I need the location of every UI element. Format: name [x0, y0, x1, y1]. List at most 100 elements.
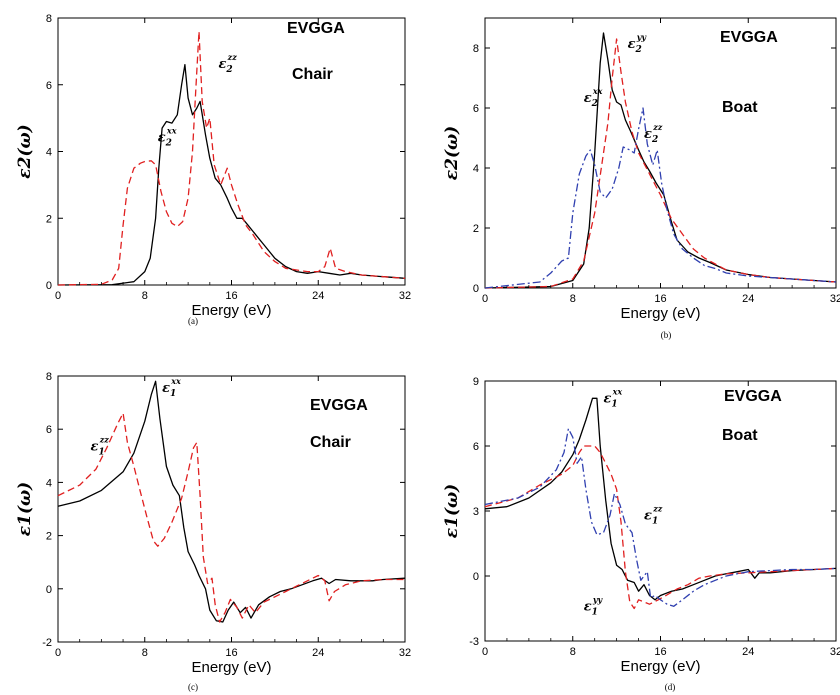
x-tick-label: 32: [830, 293, 840, 305]
x-tick-label: 16: [654, 646, 666, 658]
annotation-subscript: 2: [591, 99, 598, 109]
y-tick-label: 4: [46, 147, 52, 159]
x-axis-label: Energy (eV): [191, 302, 271, 319]
annotation-subscript: 1: [98, 447, 104, 457]
y-tick-label: -3: [469, 636, 479, 648]
annotation-superscript: zz: [652, 504, 663, 514]
annotation-subscript: 2: [651, 135, 658, 145]
annotation-superscript: xx: [170, 376, 181, 386]
x-tick-label: 0: [55, 290, 61, 302]
annotation-superscript: zz: [227, 52, 238, 62]
annotation-symbol: ε: [584, 91, 592, 106]
x-axis-label: Energy (eV): [620, 305, 700, 322]
y-tick-label: 0: [473, 283, 479, 295]
x-tick-label: 16: [225, 290, 237, 302]
component-annotation: ε1 yy: [584, 595, 604, 618]
annotation-symbol: ε: [91, 439, 99, 454]
x-axis-label: Energy (eV): [620, 658, 700, 675]
method-label: EVGGA: [310, 397, 368, 414]
series-line-zz: [484, 107, 837, 289]
component-annotation: ε2 yy: [628, 32, 648, 55]
series-line-xx: [57, 64, 406, 286]
y-tick-label: 2: [46, 213, 52, 225]
structure-label: Chair: [292, 66, 333, 83]
annotation-superscript: xx: [166, 125, 177, 135]
y-tick-label: 8: [46, 371, 52, 383]
x-tick-label: 24: [742, 646, 754, 658]
annotation-symbol: ε: [644, 127, 652, 142]
annotation-subscript: 2: [635, 45, 642, 55]
x-tick-label: 0: [55, 647, 61, 659]
series-line-xx: [484, 32, 837, 289]
annotation-superscript: xx: [612, 387, 623, 397]
annotation-superscript: yy: [592, 595, 604, 605]
plot-frame: [57, 375, 406, 643]
annotation-symbol: ε: [162, 381, 170, 396]
method-label: EVGGA: [287, 20, 345, 37]
annotation-subscript: 2: [225, 65, 232, 75]
x-tick-label: 32: [399, 290, 411, 302]
x-tick-label: 16: [654, 293, 666, 305]
annotation-symbol: ε: [644, 509, 652, 524]
x-tick-label: 8: [570, 293, 576, 305]
x-tick-label: 8: [142, 290, 148, 302]
annotation-superscript: xx: [592, 86, 603, 96]
y-tick-label: 3: [473, 506, 479, 518]
panel-caption: (d): [665, 682, 676, 692]
y-tick-label: 8: [46, 13, 52, 25]
annotation-subscript: 1: [592, 608, 598, 618]
x-tick-label: 0: [482, 646, 488, 658]
annotation-subscript: 1: [170, 389, 176, 399]
method-label: EVGGA: [720, 29, 778, 46]
x-tick-label: 8: [570, 646, 576, 658]
annotation-symbol: ε: [158, 130, 166, 145]
series-line-yy: [484, 445, 837, 610]
y-tick-label: 6: [46, 424, 52, 436]
x-tick-label: 24: [312, 647, 324, 659]
structure-label: Boat: [722, 427, 758, 444]
series-line-xx: [57, 380, 406, 623]
x-tick-label: 32: [830, 646, 840, 658]
x-axis-label: Energy (eV): [191, 659, 271, 676]
annotation-subscript: 2: [165, 138, 172, 148]
series-line-zz: [484, 428, 837, 607]
x-tick-label: 24: [312, 290, 324, 302]
y-tick-label: 0: [46, 280, 52, 292]
annotation-superscript: zz: [652, 122, 663, 132]
y-tick-label: 6: [473, 103, 479, 115]
y-tick-label: 6: [46, 80, 52, 92]
structure-label: Chair: [310, 434, 351, 451]
y-tick-label: 6: [473, 441, 479, 453]
y-axis-label: ε1(ω): [15, 482, 35, 536]
y-tick-label: 4: [473, 163, 479, 175]
annotation-symbol: ε: [628, 37, 636, 52]
panel-caption: (c): [188, 682, 198, 692]
series-line-zz: [57, 412, 405, 623]
annotation-symbol: ε: [603, 392, 611, 407]
component-annotation: ε1 xx: [603, 387, 622, 410]
series-line-zz: [57, 30, 406, 286]
annotation-subscript: 1: [652, 517, 658, 527]
component-annotation: ε2 xx: [584, 86, 603, 109]
x-tick-label: 8: [142, 647, 148, 659]
component-annotation: ε1 zz: [91, 434, 110, 457]
y-axis-label: ε2(ω): [15, 124, 35, 178]
panel-caption: (b): [661, 330, 672, 340]
annotation-subscript: 1: [611, 400, 617, 410]
component-annotation: ε2 zz: [644, 122, 663, 145]
y-tick-label: 0: [473, 571, 479, 583]
y-tick-label: -2: [42, 637, 52, 649]
annotation-symbol: ε: [584, 600, 592, 615]
y-tick-label: 4: [46, 477, 52, 489]
component-annotation: ε1 zz: [644, 504, 663, 527]
structure-label: Boat: [722, 99, 758, 116]
panel-caption: (a): [188, 316, 198, 326]
component-annotation: ε1 xx: [162, 376, 181, 399]
annotation-superscript: zz: [99, 434, 110, 444]
y-axis-label: ε1(ω): [442, 484, 462, 538]
series-line-yy: [484, 38, 837, 289]
